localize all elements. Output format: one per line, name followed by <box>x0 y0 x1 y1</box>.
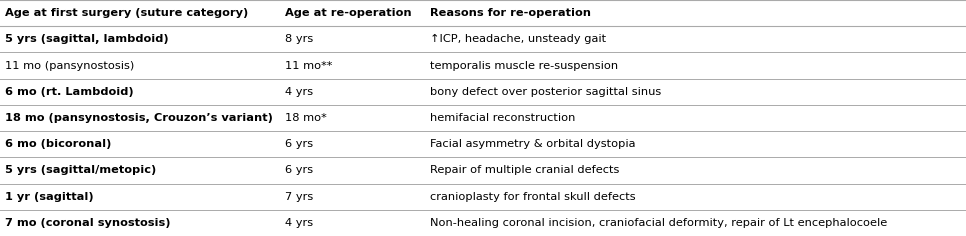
Text: 5 yrs (sagittal, lambdoid): 5 yrs (sagittal, lambdoid) <box>5 34 168 44</box>
Text: cranioplasty for frontal skull defects: cranioplasty for frontal skull defects <box>430 192 636 202</box>
Text: 6 mo (bicoronal): 6 mo (bicoronal) <box>5 139 111 149</box>
Text: 4 yrs: 4 yrs <box>285 87 313 97</box>
Text: 7 yrs: 7 yrs <box>285 192 313 202</box>
Text: 5 yrs (sagittal/metopic): 5 yrs (sagittal/metopic) <box>5 165 156 175</box>
Text: 6 yrs: 6 yrs <box>285 139 313 149</box>
Text: Repair of multiple cranial defects: Repair of multiple cranial defects <box>430 165 619 175</box>
Text: 8 yrs: 8 yrs <box>285 34 313 44</box>
Text: 4 yrs: 4 yrs <box>285 218 313 228</box>
Text: Age at re-operation: Age at re-operation <box>285 8 412 18</box>
Text: 7 mo (coronal synostosis): 7 mo (coronal synostosis) <box>5 218 170 228</box>
Text: hemifacial reconstruction: hemifacial reconstruction <box>430 113 575 123</box>
Text: Reasons for re-operation: Reasons for re-operation <box>430 8 591 18</box>
Text: ↑ICP, headache, unsteady gait: ↑ICP, headache, unsteady gait <box>430 34 606 44</box>
Text: 6 yrs: 6 yrs <box>285 165 313 175</box>
Text: 18 mo*: 18 mo* <box>285 113 327 123</box>
Text: Age at first surgery (suture category): Age at first surgery (suture category) <box>5 8 248 18</box>
Text: 18 mo (pansynostosis, Crouzon’s variant): 18 mo (pansynostosis, Crouzon’s variant) <box>5 113 272 123</box>
Text: 11 mo (pansynostosis): 11 mo (pansynostosis) <box>5 61 134 71</box>
Text: 6 mo (rt. Lambdoid): 6 mo (rt. Lambdoid) <box>5 87 133 97</box>
Text: Facial asymmetry & orbital dystopia: Facial asymmetry & orbital dystopia <box>430 139 636 149</box>
Text: 11 mo**: 11 mo** <box>285 61 332 71</box>
Text: bony defect over posterior sagittal sinus: bony defect over posterior sagittal sinu… <box>430 87 661 97</box>
Text: temporalis muscle re-suspension: temporalis muscle re-suspension <box>430 61 618 71</box>
Text: Non-healing coronal incision, craniofacial deformity, repair of Lt encephalocoel: Non-healing coronal incision, craniofaci… <box>430 218 887 228</box>
Text: 1 yr (sagittal): 1 yr (sagittal) <box>5 192 94 202</box>
